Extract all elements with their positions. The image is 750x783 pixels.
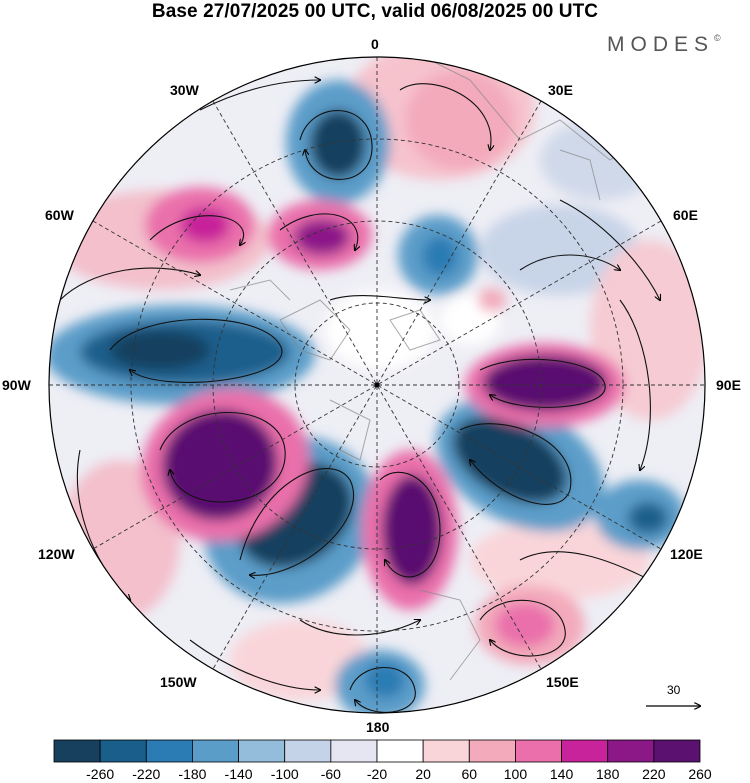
colorbar-swatch xyxy=(145,739,193,763)
lon-label-0: 0 xyxy=(371,36,379,52)
chart-title: Base 27/07/2025 00 UTC, valid 06/08/2025… xyxy=(151,1,599,22)
reference-vector-label: 30 xyxy=(667,683,681,697)
lon-label-120w: 120W xyxy=(38,546,75,562)
lon-label-30w: 30W xyxy=(170,82,199,98)
negative-anomaly-core xyxy=(310,110,366,178)
negative-anomaly-core xyxy=(110,330,210,370)
colorbar-tick-label: 100 xyxy=(503,766,528,782)
colorbar-tick-label: -20 xyxy=(366,766,388,782)
colorbar-tick-label: 260 xyxy=(688,766,712,782)
colorbar-swatch xyxy=(284,739,332,763)
pole-marker xyxy=(374,382,380,388)
colorbar-swatch xyxy=(53,739,101,763)
lon-label-30e: 30E xyxy=(548,82,573,98)
anomaly-patch xyxy=(470,520,650,600)
negative-anomaly-core xyxy=(365,662,405,698)
colorbar-swatch xyxy=(238,739,286,763)
positive-anomaly xyxy=(478,288,506,312)
colorbar-tick-label: -180 xyxy=(178,766,207,782)
lon-label-60w: 60W xyxy=(45,207,74,223)
lon-label-120e: 120E xyxy=(670,546,703,562)
meridian-60w-120e xyxy=(92,220,662,550)
lon-label-60e: 60E xyxy=(673,207,698,223)
colorbar-tick-label: 60 xyxy=(461,766,478,782)
colorbar-swatch xyxy=(515,739,562,763)
meridian-60e-120w xyxy=(92,220,662,550)
colorbar-swatch xyxy=(561,739,609,763)
anomaly-patch xyxy=(325,290,435,370)
colorbar-tick-label: -260 xyxy=(86,766,115,782)
lon-label-90w: 90W xyxy=(2,377,31,393)
colorbar-swatch xyxy=(468,739,516,763)
colorbar-swatch xyxy=(192,739,239,763)
anomaly-patch xyxy=(480,205,640,295)
positive-anomaly-core xyxy=(294,219,350,255)
brand-mark: © xyxy=(714,33,721,43)
negative-anomaly-core xyxy=(422,236,458,276)
lon-label-150e: 150E xyxy=(546,674,579,690)
positive-anomaly-core xyxy=(495,603,555,647)
colorbar-tick-label: -220 xyxy=(132,766,161,782)
colorbar-tick-label: 140 xyxy=(549,766,574,782)
meridian-30e-150w xyxy=(212,100,542,670)
colorbar-tick-label: -140 xyxy=(224,766,253,782)
colorbar-swatch xyxy=(376,739,424,763)
modes-logo: MODES© xyxy=(607,33,721,57)
lon-label-180: 180 xyxy=(366,719,390,735)
graticule xyxy=(49,57,705,713)
negative-anomaly-core xyxy=(452,416,568,504)
meridian-30w-150e xyxy=(212,100,542,670)
lon-label-90e: 90E xyxy=(716,377,741,393)
positive-anomaly xyxy=(405,70,515,170)
colorbar-swatch xyxy=(422,739,470,763)
streamlines xyxy=(59,80,660,713)
positive-anomaly-core xyxy=(382,475,442,585)
colorbar-swatch xyxy=(99,739,147,763)
colorbar-swatch xyxy=(330,739,378,763)
colorbar-tick-label: 220 xyxy=(642,766,666,782)
positive-anomaly-core xyxy=(483,355,607,411)
colorbar-tick-label: -100 xyxy=(270,766,299,782)
colorbar-tick-label: -60 xyxy=(320,766,341,782)
colorbar-swatch xyxy=(653,739,701,763)
brand-name: MODES xyxy=(607,33,715,56)
colorbar-tick-label: 20 xyxy=(415,766,431,782)
map-boundary xyxy=(48,56,706,714)
positive-anomaly-core xyxy=(180,207,230,243)
colorbar-swatch xyxy=(607,739,655,763)
colorbar-tick-label: 180 xyxy=(596,766,620,782)
colorbar xyxy=(53,739,701,763)
negative-anomaly-core xyxy=(628,502,668,534)
anomaly-patch xyxy=(540,120,660,200)
lon-label-150w: 150W xyxy=(160,674,197,690)
